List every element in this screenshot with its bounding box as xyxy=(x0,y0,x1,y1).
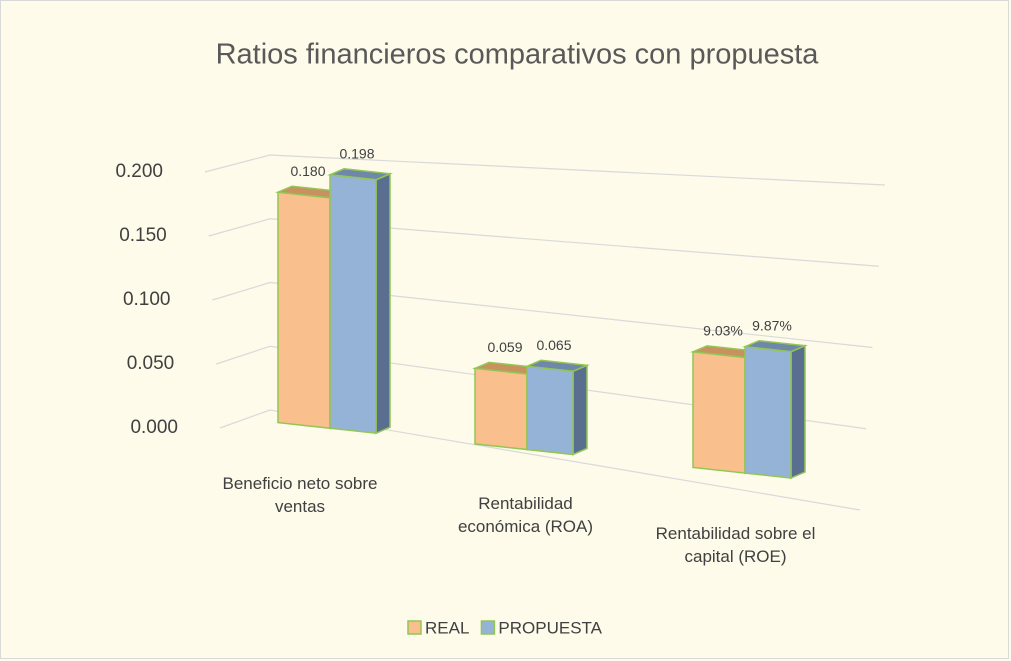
bar xyxy=(742,339,808,480)
bar-front xyxy=(526,365,574,456)
grid-line xyxy=(212,281,873,349)
data-label: 0.059 xyxy=(487,339,522,355)
legend-label: PROPUESTA xyxy=(498,618,602,637)
bar-front xyxy=(474,367,528,451)
bar-front xyxy=(692,351,746,474)
x-tick-label: Rentabilidad económica (ROA) xyxy=(457,494,594,536)
bar-side xyxy=(790,344,806,480)
bar-front xyxy=(277,191,331,430)
y-tick-label: 0.050 xyxy=(127,353,175,374)
chart-title: Ratios financieros comparativos con prop… xyxy=(216,39,820,71)
bar xyxy=(327,168,393,435)
x-tick-label: Beneficio neto sobre ventas xyxy=(222,474,378,516)
y-tick-label: 0.200 xyxy=(115,161,163,182)
bar-front xyxy=(744,345,792,479)
y-tick-label: 0.100 xyxy=(123,289,171,310)
data-label: 0.180 xyxy=(290,163,325,179)
y-tick-label: 0.000 xyxy=(130,417,178,438)
grid-line xyxy=(216,345,867,430)
bar-side xyxy=(375,172,391,435)
data-label: 9.87% xyxy=(752,317,792,333)
x-tick-label: Rentabilidad sobre el capital (ROE) xyxy=(655,524,816,566)
bar-front xyxy=(329,173,377,435)
bar-side xyxy=(572,364,588,456)
data-label: 9.03% xyxy=(703,323,743,339)
bar xyxy=(524,359,590,456)
grid-line xyxy=(204,154,886,186)
y-tick-label: 0.150 xyxy=(119,225,167,246)
data-label: 0.065 xyxy=(536,337,571,353)
grid-line xyxy=(208,218,879,267)
grid-line xyxy=(219,409,861,511)
legend-swatch xyxy=(407,620,422,635)
data-label: 0.198 xyxy=(339,146,374,162)
legend-swatch xyxy=(480,620,496,635)
legend-label: REAL xyxy=(425,618,469,637)
